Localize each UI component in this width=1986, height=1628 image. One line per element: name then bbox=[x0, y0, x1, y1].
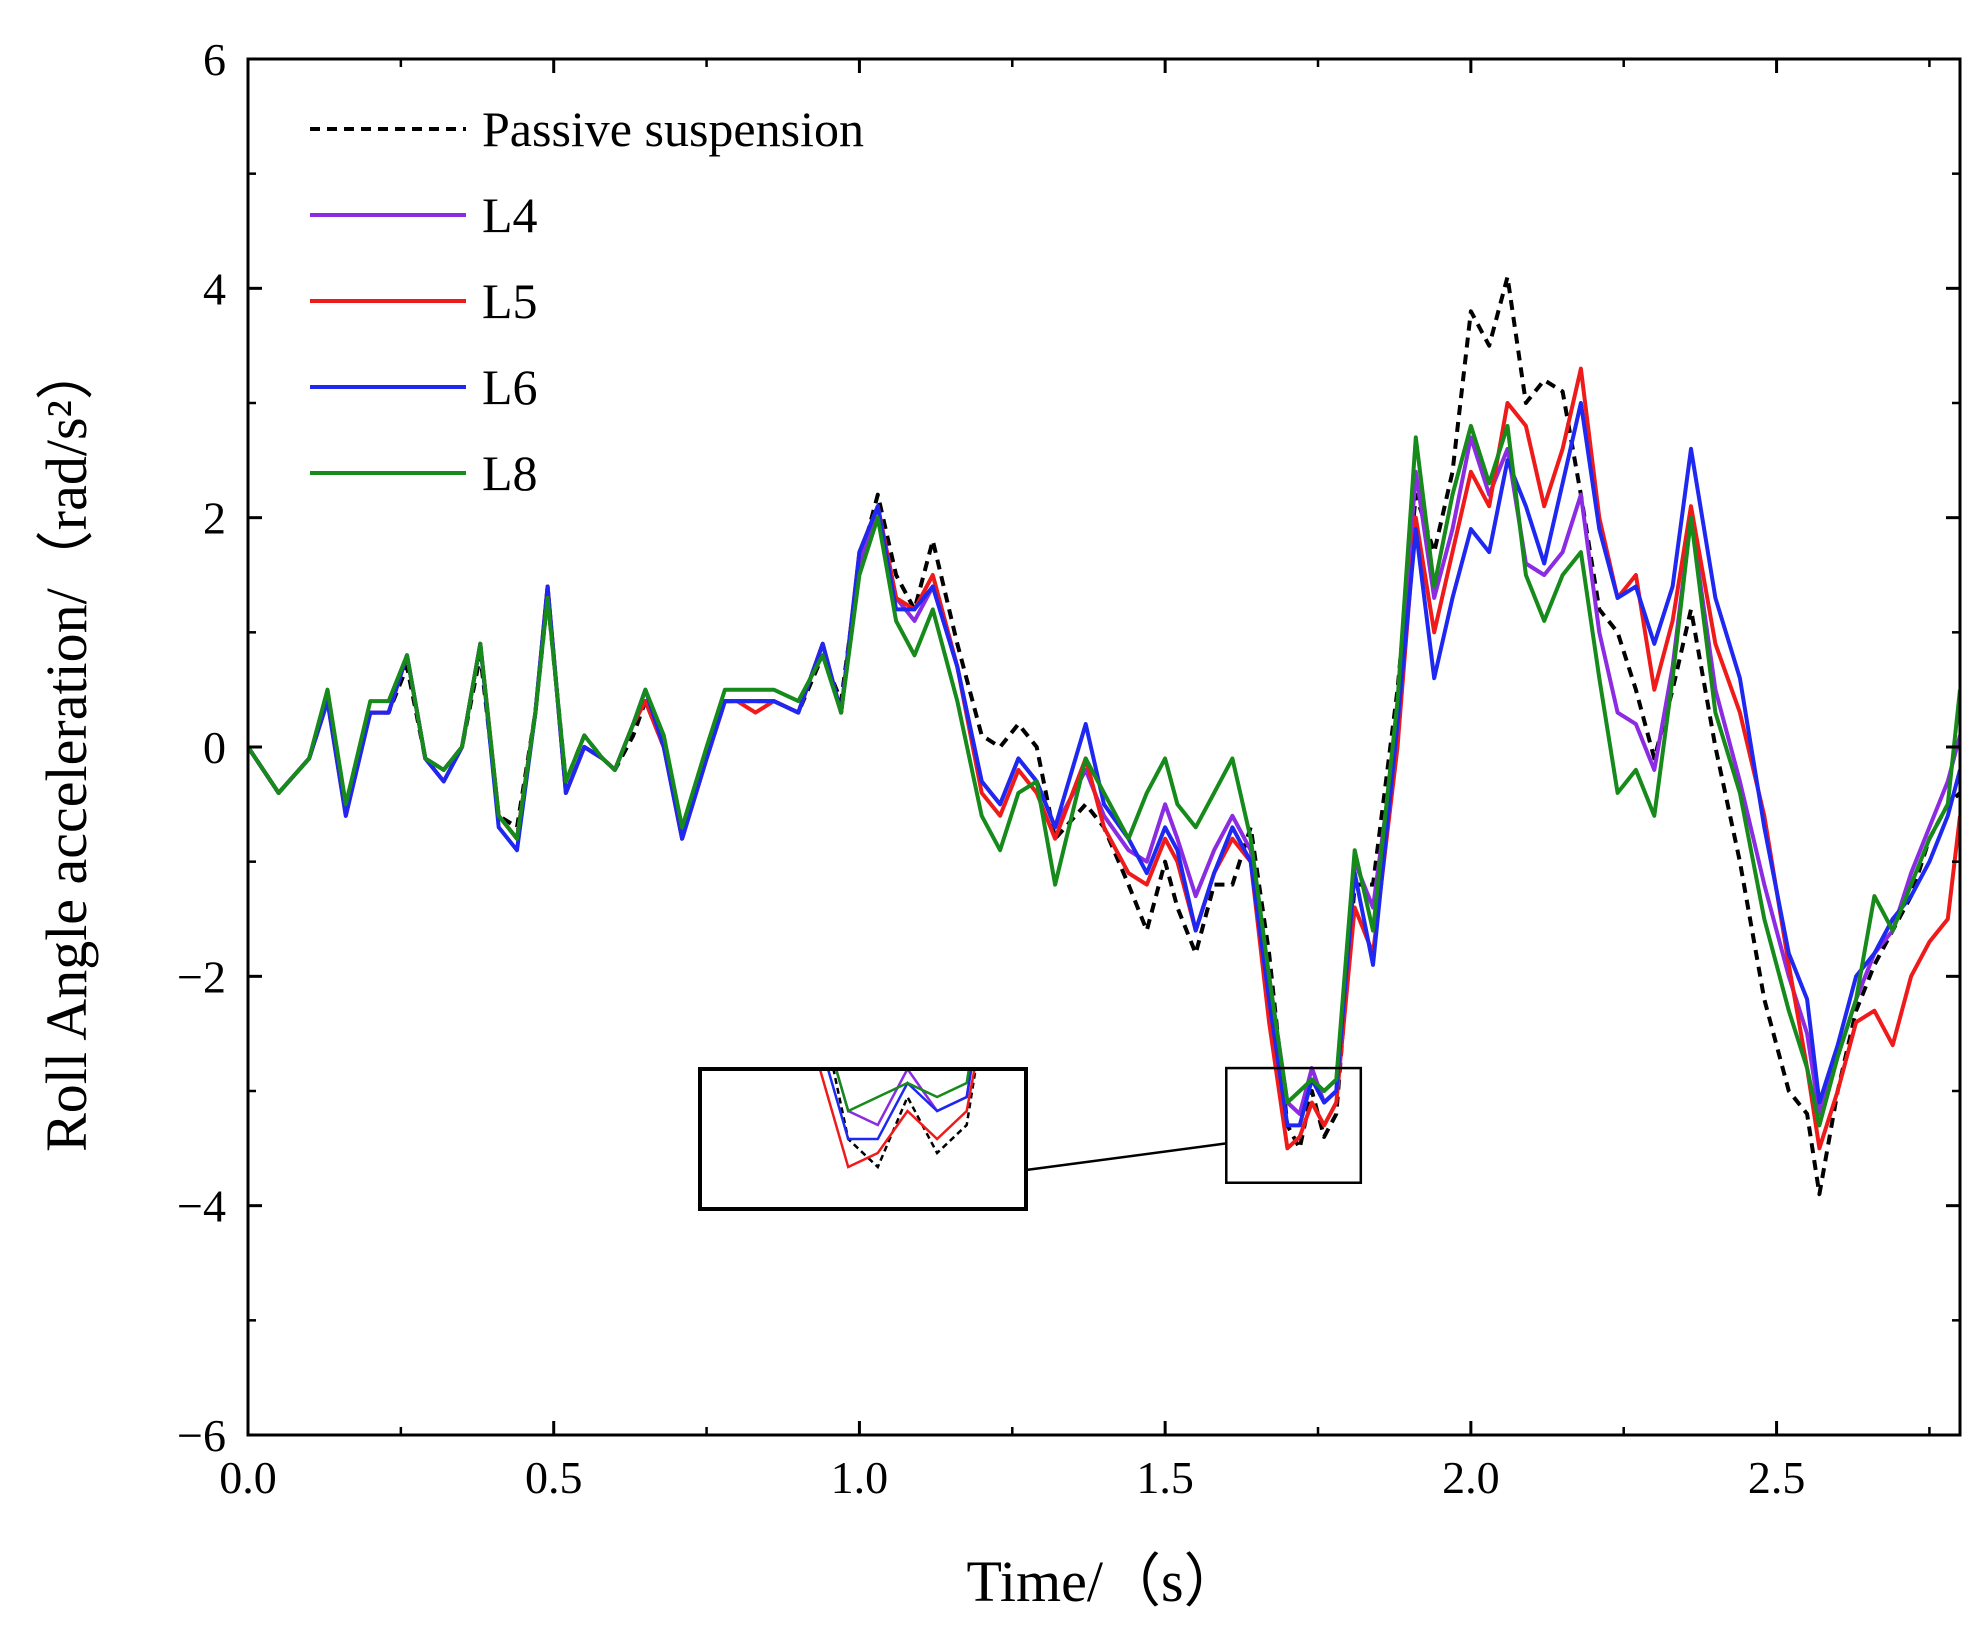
legend: Passive suspension L4 L5 L6 L8 bbox=[310, 101, 864, 501]
axis-ticks bbox=[246, 57, 1960, 1437]
y-tick-label: −4 bbox=[177, 1181, 226, 1232]
legend-label-passive-suspension: Passive suspension bbox=[482, 101, 864, 157]
legend-label-l5: L5 bbox=[482, 273, 538, 329]
series-line-l8 bbox=[248, 423, 1960, 1128]
legend-label-l6: L6 bbox=[482, 359, 538, 415]
x-tick-label: 2.5 bbox=[1748, 1452, 1806, 1503]
inset-line-passive-suspension bbox=[832, 1069, 977, 1170]
zoom-inset bbox=[698, 1066, 1363, 1211]
inset-line-l6 bbox=[826, 1069, 973, 1141]
inset-frame bbox=[698, 1067, 1028, 1211]
y-tick-label: −6 bbox=[177, 1410, 226, 1461]
x-tick-label: 0.0 bbox=[219, 1452, 277, 1503]
series-lines bbox=[248, 274, 1960, 1197]
y-tick-label: 4 bbox=[203, 263, 226, 314]
inset-line-l5 bbox=[818, 1069, 976, 1169]
axis-tick-labels: 0.0 0.5 1.0 1.5 2.0 2.5 −6 −4 −2 0 2 4 6 bbox=[177, 34, 1805, 1503]
y-tick-label: 6 bbox=[203, 34, 226, 85]
inset-line-l8 bbox=[834, 1069, 971, 1113]
legend-label-l4: L4 bbox=[482, 187, 538, 243]
y-tick-label: −2 bbox=[177, 951, 226, 1002]
x-tick-label: 0.5 bbox=[525, 1452, 583, 1503]
inset-lines bbox=[818, 1069, 977, 1170]
y-axis-title: Roll Angle acceleration/（rad/s²） bbox=[34, 342, 99, 1152]
zoom-region-box bbox=[1225, 1066, 1363, 1184]
legend-label-l8: L8 bbox=[482, 445, 538, 501]
x-tick-label: 1.5 bbox=[1136, 1452, 1194, 1503]
x-tick-label: 1.0 bbox=[831, 1452, 889, 1503]
inset-line-l4 bbox=[834, 1069, 973, 1127]
zoom-connector-line bbox=[1025, 1142, 1227, 1172]
x-tick-label: 2.0 bbox=[1442, 1452, 1500, 1503]
x-axis-title: Time/（s） bbox=[966, 1549, 1241, 1614]
y-tick-label: 2 bbox=[203, 493, 226, 544]
y-tick-label: 0 bbox=[203, 722, 226, 773]
